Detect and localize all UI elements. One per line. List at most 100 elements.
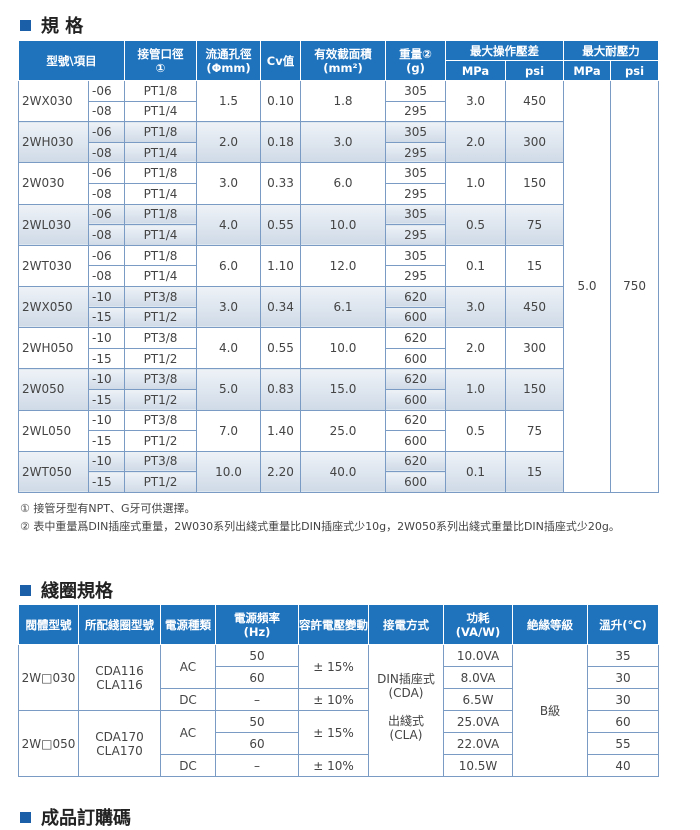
weight: 600	[385, 471, 447, 493]
connection: DIN插座式 (CDA) 出綫式 (CLA)	[368, 644, 444, 777]
valve-model: 2W□030	[18, 644, 79, 711]
weight: 295	[385, 100, 447, 123]
model: 2WL050	[18, 409, 89, 452]
header: 接管口徑 ①	[124, 40, 198, 81]
header: 閥體型號	[18, 604, 79, 645]
table-row: -15 PT1/2 600	[19, 471, 659, 493]
section-icon	[20, 584, 31, 596]
model: 2WH030	[18, 121, 89, 164]
port-size: PT3/8	[124, 327, 198, 349]
op-psi: 450	[505, 285, 565, 329]
table-row: 2WL030 -06 PT1/8 4.0 0.55 10.0 305 0.5 75	[18, 203, 659, 246]
power: 10.5W	[443, 754, 513, 777]
power: 6.5W	[443, 688, 513, 711]
supply: DC	[160, 754, 216, 777]
orifice: 3.0	[196, 162, 262, 205]
header: 最大耐壓力	[563, 40, 660, 61]
orifice: 4.0	[196, 327, 262, 370]
frequency: 60	[215, 666, 299, 689]
op-mpa: 2.0	[445, 121, 507, 164]
header: 所配綫圈型號	[78, 604, 161, 645]
power: 10.0VA	[443, 644, 513, 667]
orifice: 5.0	[196, 368, 262, 411]
weight: 620	[385, 285, 447, 308]
frequency: –	[215, 754, 299, 777]
header: 接電方式	[368, 604, 444, 645]
table-row: -15 PT1/2 600	[19, 388, 659, 411]
header: MPa	[563, 60, 612, 81]
section-title: 成品訂購碼	[20, 804, 131, 830]
cv: 0.34	[260, 285, 302, 329]
header: 電源種類	[160, 604, 216, 645]
port-size: PT1/2	[124, 388, 198, 411]
frequency: –	[215, 688, 299, 711]
supply: AC	[160, 710, 216, 755]
orifice: 3.0	[196, 285, 262, 329]
op-psi: 15	[505, 244, 565, 287]
orifice: 10.0	[196, 450, 262, 493]
title: 規 格	[41, 16, 84, 37]
model: 2WT050	[18, 450, 89, 493]
port-size: PT1/2	[124, 306, 198, 329]
weight: 295	[385, 265, 447, 287]
port-code: -15	[87, 347, 126, 370]
port-size: PT1/8	[124, 80, 198, 102]
table-row: 2WH030 -06 PT1/8 2.0 0.18 3.0 305 2.0 300	[18, 121, 659, 164]
weight: 600	[385, 347, 447, 370]
supply: AC	[160, 644, 216, 689]
port-code: -06	[87, 121, 126, 143]
temperature-rise: 35	[587, 644, 659, 667]
insulation: B級	[512, 644, 588, 777]
header: MPa	[445, 60, 507, 81]
model: 2W050	[18, 368, 89, 411]
port-size: PT3/8	[124, 409, 198, 432]
frequency: 50	[215, 710, 299, 733]
port-code: -08	[87, 224, 126, 246]
area: 1.8	[300, 79, 387, 123]
op-psi: 15	[505, 450, 565, 493]
op-mpa: 0.1	[445, 244, 507, 287]
weight: 295	[385, 141, 447, 164]
header: 重量② (g)	[385, 40, 447, 81]
port-size: PT1/2	[124, 471, 198, 493]
port-code: -08	[87, 182, 126, 205]
header: 容許電壓變動	[298, 604, 369, 645]
op-mpa: 1.0	[445, 162, 507, 205]
cv: 0.55	[260, 327, 302, 370]
area: 3.0	[300, 121, 387, 164]
table-row: -08 PT1/4 295	[19, 224, 659, 246]
op-mpa: 3.0	[445, 79, 507, 123]
header: 型號\項目	[17, 40, 126, 81]
temperature-rise: 30	[587, 688, 659, 711]
spec-table: 型號\項目 接管口徑 ① 流通孔徑 (Φmm) Cv值 有效截面積 (mm²) 重量② (…	[17, 40, 660, 493]
model: 2W030	[18, 162, 89, 205]
header: 溫升(℃)	[587, 604, 659, 645]
weight: 305	[385, 162, 447, 184]
weight: 620	[385, 327, 447, 349]
coil-model: CDA170 CLA170	[78, 710, 161, 777]
model: 2WH050	[18, 327, 89, 370]
weight: 295	[385, 224, 447, 246]
table-row: 2W050 -10 PT3/8 5.0 0.83 15.0 620 1.0 150	[18, 368, 659, 411]
op-mpa: 0.1	[445, 450, 507, 493]
port-size: PT1/4	[124, 100, 198, 123]
cv: 0.55	[260, 203, 302, 246]
port-code: -10	[87, 327, 126, 349]
table-row: 60 8.0VA 30	[19, 666, 659, 689]
port-size: PT1/2	[124, 430, 198, 452]
power: 8.0VA	[443, 666, 513, 689]
max-psi: 750	[610, 80, 660, 493]
header: 有效截面積 (mm²)	[300, 40, 387, 81]
table-row: -08 PT1/4 295	[19, 265, 659, 287]
port-code: -10	[87, 409, 126, 432]
port-size: PT1/2	[124, 347, 198, 370]
tolerance: ± 10%	[298, 754, 369, 777]
op-mpa: 0.5	[445, 203, 507, 246]
power: 25.0VA	[443, 710, 513, 733]
area: 6.1	[300, 285, 387, 329]
weight: 305	[385, 203, 447, 226]
temperature-rise: 60	[587, 710, 659, 733]
model: 2WX050	[18, 285, 89, 329]
table-row: 2WX050 -10 PT3/8 3.0 0.34 6.1 620 3.0 450	[18, 285, 659, 329]
